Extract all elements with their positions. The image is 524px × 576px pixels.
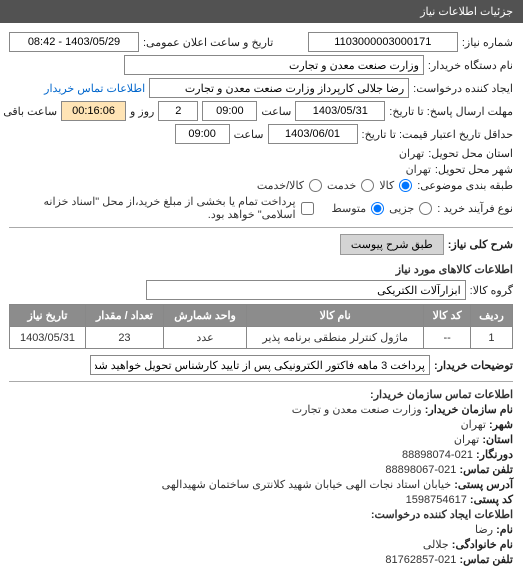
buyer-notes-label: توضیحات خریدار: (435, 359, 514, 372)
org-name-value: وزارت صنعت معدن و تجارت (293, 404, 423, 416)
days-label: روز و (131, 105, 155, 118)
public-announce-label: تاریخ و ساعت اعلان عمومی: (144, 36, 274, 49)
fax-value: 021-88898074 (403, 449, 474, 461)
radio-both[interactable] (310, 179, 323, 192)
pt-medium-label: متوسط (333, 202, 368, 215)
contact-province-value: تهران (455, 434, 480, 446)
td-code: -- (425, 327, 472, 349)
city-label: شهر محل تحویل: (436, 163, 514, 176)
radio-service[interactable] (362, 179, 375, 192)
contact-phone-value: 021-81762857 (386, 554, 457, 566)
summary-button[interactable]: طبق شرح پیوست (341, 234, 445, 255)
validity-date-input[interactable] (269, 124, 359, 144)
contact-city-label: شهر: (490, 419, 514, 431)
firstname-label: نام: (497, 524, 514, 536)
validity-label: حداقل تاریخ اعتبار قیمت: تا تاریخ: (363, 128, 514, 141)
deadline-time-input[interactable] (203, 101, 258, 121)
summary-label: شرح کلی نیاز: (449, 238, 514, 251)
table-row: 1 -- ماژول کنترلر منطقی برنامه پذیر عدد … (11, 327, 514, 349)
payment-note: پرداخت تمام یا بخشی از مبلغ خرید،از محل … (10, 195, 297, 221)
contact-province-label: استان: (483, 434, 514, 446)
phone-value: 021-88898067 (386, 464, 457, 476)
creator-label: ایجاد کننده درخواست: (414, 82, 514, 95)
address-label: آدرس پستی: (455, 479, 514, 491)
th-code: کد کالا (425, 305, 472, 327)
buyer-org-label: نام دستگاه خریدار: (429, 59, 514, 72)
creator-input[interactable] (150, 78, 410, 98)
group-input[interactable] (147, 280, 467, 300)
items-section-title: اطلاعات کالاهای مورد نیاز (10, 263, 514, 276)
need-number-input[interactable] (309, 32, 459, 52)
postal-label: کد پستی: (471, 494, 514, 506)
panel-header: جزئیات اطلاعات نیاز (0, 0, 524, 23)
buyer-org-input[interactable] (125, 55, 425, 75)
radio-medium[interactable] (372, 202, 385, 215)
address-value: خیابان استاد نجات الهی خیابان شهید کلانت… (163, 479, 452, 491)
cat-both-label: کالا/خدمت (258, 179, 305, 192)
lastname-value: جلالی (424, 539, 450, 551)
th-row: ردیف (471, 305, 513, 327)
remaining-label: ساعت باقی مانده (0, 105, 58, 118)
city-value: تهران (407, 163, 432, 176)
deadline-date-input[interactable] (296, 101, 386, 121)
contact-phone-label: تلفن تماس: (460, 554, 514, 566)
td-unit: عدد (164, 327, 247, 349)
public-announce-input[interactable] (10, 32, 140, 52)
th-unit: واحد شمارش (164, 305, 247, 327)
buyer-notes-input[interactable] (91, 355, 431, 375)
lastname-label: نام خانوادگی: (453, 539, 514, 551)
days-input[interactable] (159, 101, 199, 121)
deadline-label: مهلت ارسال پاسخ: تا تاریخ: (390, 105, 514, 118)
org-name-label: نام سازمان خریدار: (426, 404, 514, 416)
radio-small[interactable] (420, 202, 433, 215)
contact-section-title: اطلاعات تماس سازمان خریدار: (10, 388, 514, 401)
td-qty: 23 (86, 327, 164, 349)
province-label: استان محل تحویل: (429, 147, 514, 160)
time-label-2: ساعت (235, 128, 265, 141)
phone-label: تلفن تماس: (460, 464, 514, 476)
th-name: نام کالا (248, 305, 425, 327)
th-date: تاریخ نیاز (11, 305, 87, 327)
main-content: شماره نیاز: تاریخ و ساعت اعلان عمومی: نا… (0, 23, 524, 574)
need-number-label: شماره نیاز: (463, 36, 514, 49)
contact-city-value: تهران (462, 419, 487, 431)
items-table: ردیف کد کالا نام کالا واحد شمارش تعداد /… (10, 304, 514, 349)
cat-goods-label: کالا (380, 179, 395, 192)
td-name: ماژول کنترلر منطقی برنامه پذیر (248, 327, 425, 349)
postal-value: 1598754617 (407, 494, 468, 506)
th-qty: تعداد / مقدار (86, 305, 164, 327)
payment-checkbox[interactable] (302, 202, 315, 215)
remaining-time-input[interactable] (62, 101, 127, 121)
purchase-type-label: نوع فرآیند خرید : (438, 202, 514, 215)
cat-service-label: خدمت (328, 179, 357, 192)
req-creator-label: اطلاعات ایجاد کننده درخواست: (10, 508, 514, 521)
td-row: 1 (471, 327, 513, 349)
creator-contact-link[interactable]: اطلاعات تماس خریدار (45, 82, 146, 95)
time-label-1: ساعت (262, 105, 292, 118)
firstname-value: رضا (476, 524, 494, 536)
category-label: طبقه بندی موضوعی: (418, 179, 514, 192)
td-date: 1403/05/31 (11, 327, 87, 349)
panel-title: جزئیات اطلاعات نیاز (421, 6, 514, 18)
group-label: گروه کالا: (471, 284, 514, 297)
radio-goods[interactable] (400, 179, 413, 192)
validity-time-input[interactable] (176, 124, 231, 144)
fax-label: دورنگار: (477, 449, 514, 461)
province-value: تهران (400, 147, 425, 160)
pt-small-label: جزیی (390, 202, 415, 215)
